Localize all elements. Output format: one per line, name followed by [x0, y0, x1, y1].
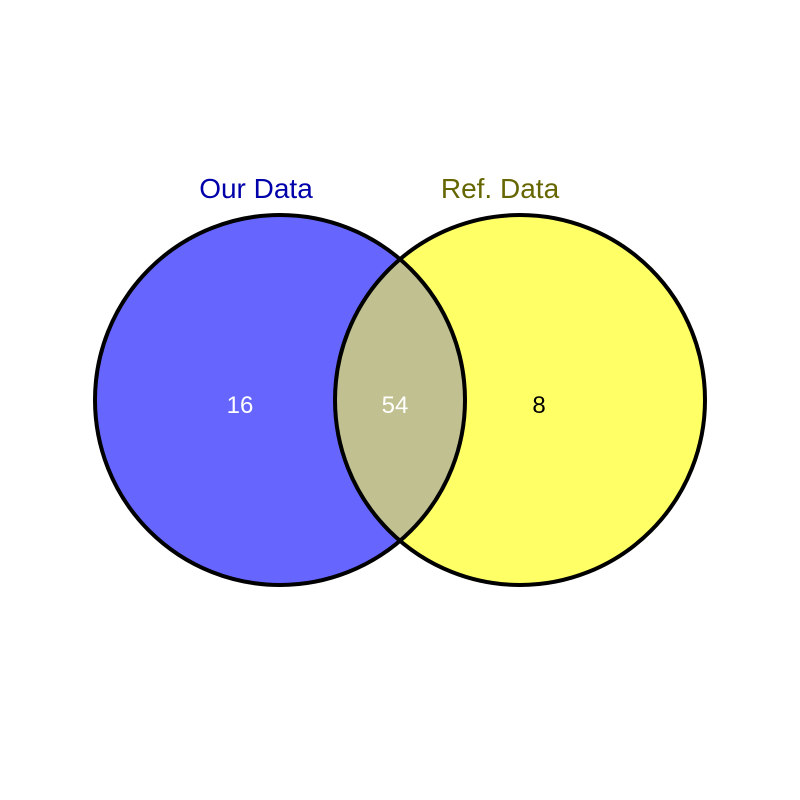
our-data-only-count: 16: [227, 392, 254, 419]
our-data-outline: [93, 213, 467, 587]
ref-data-outline: [333, 213, 707, 587]
intersection-count: 54: [382, 392, 409, 419]
intersection-region: [335, 215, 465, 585]
ref-data-label: Ref. Data: [441, 173, 560, 204]
ref-data-only-count: 8: [532, 392, 545, 419]
our-data-label: Our Data: [199, 173, 313, 204]
